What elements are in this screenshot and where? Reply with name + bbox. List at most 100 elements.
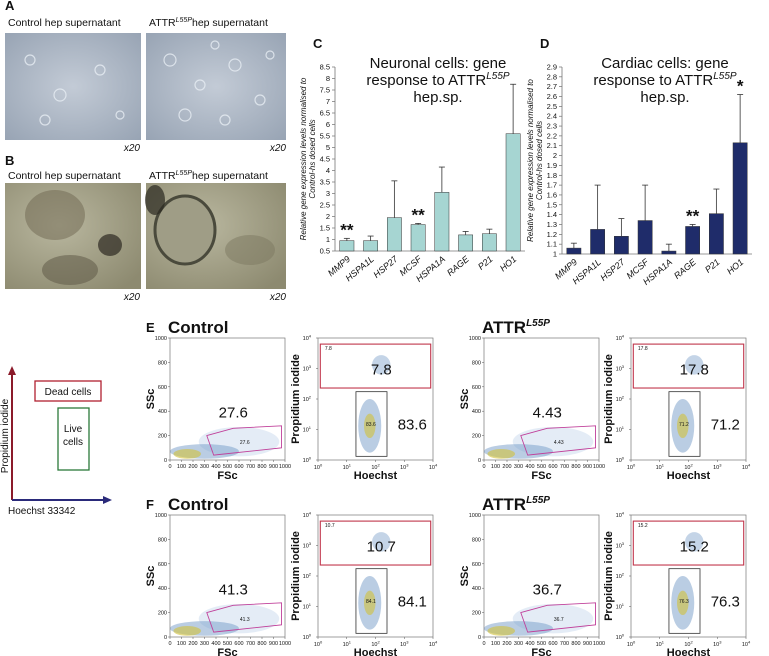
x-tick-label: 700 bbox=[560, 464, 569, 470]
x-tick-label: 104 bbox=[742, 640, 751, 649]
y-tick-label: 1.6 bbox=[547, 190, 557, 199]
x-tick-label: 200 bbox=[188, 464, 197, 470]
y-tick-label: 6 bbox=[326, 120, 330, 129]
tick-base: 10 bbox=[616, 513, 622, 519]
tick-exponent: 0 bbox=[320, 640, 323, 645]
y-tick-label: 102 bbox=[616, 395, 625, 404]
x-axis-label: FSc bbox=[217, 470, 237, 482]
caption: Control hep supernatant bbox=[8, 17, 121, 29]
density-cloud bbox=[173, 626, 202, 636]
y-tick-label: 2.5 bbox=[320, 201, 330, 210]
error-bar bbox=[665, 243, 672, 252]
bar bbox=[458, 234, 473, 252]
y-tick-label: 101 bbox=[616, 602, 625, 611]
density-cloud bbox=[198, 427, 280, 457]
chart-title: response to ATTRL55P bbox=[593, 71, 736, 89]
error-bar bbox=[462, 231, 469, 235]
y-tick-label: 0 bbox=[478, 458, 481, 464]
x-axis-label: Hoechst bbox=[354, 647, 398, 656]
y-tick-label: 200 bbox=[158, 611, 167, 617]
dead-value-small: 17.8 bbox=[638, 346, 648, 352]
y-tick-label: 1.5 bbox=[547, 200, 557, 209]
chart-title: Neuronal cells: gene bbox=[370, 55, 507, 72]
x-tick-label: HSP27 bbox=[371, 253, 400, 280]
live-value-small: 76.3 bbox=[679, 599, 689, 605]
bar bbox=[410, 224, 426, 252]
y-tick-label: 400 bbox=[472, 586, 481, 592]
sample-name: ATTRL55P bbox=[482, 318, 550, 337]
x-tick-label: 200 bbox=[502, 464, 511, 470]
tick-base: 10 bbox=[742, 642, 748, 648]
tick-base: 10 bbox=[343, 465, 349, 471]
sample-name-sup: L55P bbox=[526, 495, 550, 506]
y-tick-label: 1000 bbox=[469, 513, 481, 519]
error-bar bbox=[642, 184, 649, 221]
live-value: 76.3 bbox=[711, 594, 740, 611]
live-value: 83.6 bbox=[398, 417, 427, 434]
tick-exponent: 4 bbox=[309, 334, 312, 339]
y-tick-label: 1.5 bbox=[320, 224, 330, 233]
y-tick-label: 1.8 bbox=[547, 171, 557, 180]
panel-label: E bbox=[146, 320, 155, 335]
y-tick-label: 1000 bbox=[469, 336, 481, 342]
live-value-small: 84.1 bbox=[366, 599, 376, 605]
x-tick-label: P21 bbox=[703, 257, 722, 275]
density-cloud bbox=[685, 532, 704, 552]
significance: ** bbox=[686, 206, 700, 225]
density-cloud bbox=[677, 413, 689, 439]
x-tick-label: 1000 bbox=[593, 641, 605, 647]
x-tick-label: 103 bbox=[713, 640, 722, 649]
tick-exponent: 0 bbox=[622, 633, 625, 638]
density-cloud bbox=[677, 590, 689, 616]
x-tick-label: 800 bbox=[571, 641, 580, 647]
y-axis-label: Relative gene expression levels normalis… bbox=[299, 77, 308, 240]
y-tick-label: 100 bbox=[616, 633, 625, 642]
micrograph bbox=[5, 33, 141, 140]
tick-exponent: 2 bbox=[690, 463, 693, 468]
y-axis-label: Propidium iodide bbox=[603, 354, 615, 444]
tick-exponent: 2 bbox=[309, 395, 312, 400]
y-axis-label: Relative gene expression levels normalis… bbox=[526, 79, 535, 242]
tick-exponent: 3 bbox=[406, 640, 409, 645]
tick-exponent: 3 bbox=[309, 541, 312, 546]
tick-exponent: 1 bbox=[662, 640, 665, 645]
sample-name: Control bbox=[168, 495, 228, 514]
y-tick-label: 2.5 bbox=[547, 102, 557, 111]
dead-gate bbox=[319, 520, 432, 566]
live-value-small: 83.6 bbox=[366, 422, 376, 428]
tick-base: 10 bbox=[616, 574, 622, 580]
y-tick-label: 0 bbox=[478, 635, 481, 641]
x-tick-label: 102 bbox=[684, 640, 693, 649]
dead-value-small: 15.2 bbox=[638, 523, 648, 529]
y-tick-label: 1.4 bbox=[547, 210, 557, 219]
arrow-head bbox=[8, 366, 16, 375]
sample-name-text: ATTR bbox=[482, 318, 526, 337]
density-cloud bbox=[372, 532, 391, 552]
x-tick-label: 600 bbox=[548, 641, 557, 647]
caption-sup: L55P bbox=[176, 17, 193, 24]
x-axis-label: FSc bbox=[531, 647, 551, 656]
live-gate bbox=[355, 391, 388, 457]
y-tick-label: 2 bbox=[326, 212, 330, 221]
error-bar bbox=[594, 184, 601, 230]
y-tick-label: 3.5 bbox=[320, 178, 330, 187]
micrograph-texture bbox=[25, 185, 275, 285]
y-tick-label: 8.5 bbox=[320, 63, 330, 72]
tick-base: 10 bbox=[303, 397, 309, 403]
magnification: x20 bbox=[269, 143, 287, 154]
caption-text: hep supernatant bbox=[192, 17, 268, 29]
bar bbox=[637, 220, 653, 255]
tick-exponent: 2 bbox=[622, 395, 625, 400]
y-tick-label: 1.3 bbox=[547, 220, 557, 229]
x-tick-label: 1000 bbox=[279, 641, 291, 647]
y-tick-label: 2.3 bbox=[547, 122, 557, 131]
x-tick-label: 900 bbox=[583, 641, 592, 647]
tick-base: 10 bbox=[429, 465, 435, 471]
error-bar bbox=[737, 94, 744, 143]
x-tick-label: 300 bbox=[514, 641, 523, 647]
y-tick-label: 400 bbox=[158, 586, 167, 592]
y-axis-label: Propidium iodide bbox=[290, 531, 302, 621]
live-label: cells bbox=[63, 437, 83, 448]
y-axis-label: SSc bbox=[459, 566, 471, 587]
plot-frame bbox=[169, 514, 286, 638]
